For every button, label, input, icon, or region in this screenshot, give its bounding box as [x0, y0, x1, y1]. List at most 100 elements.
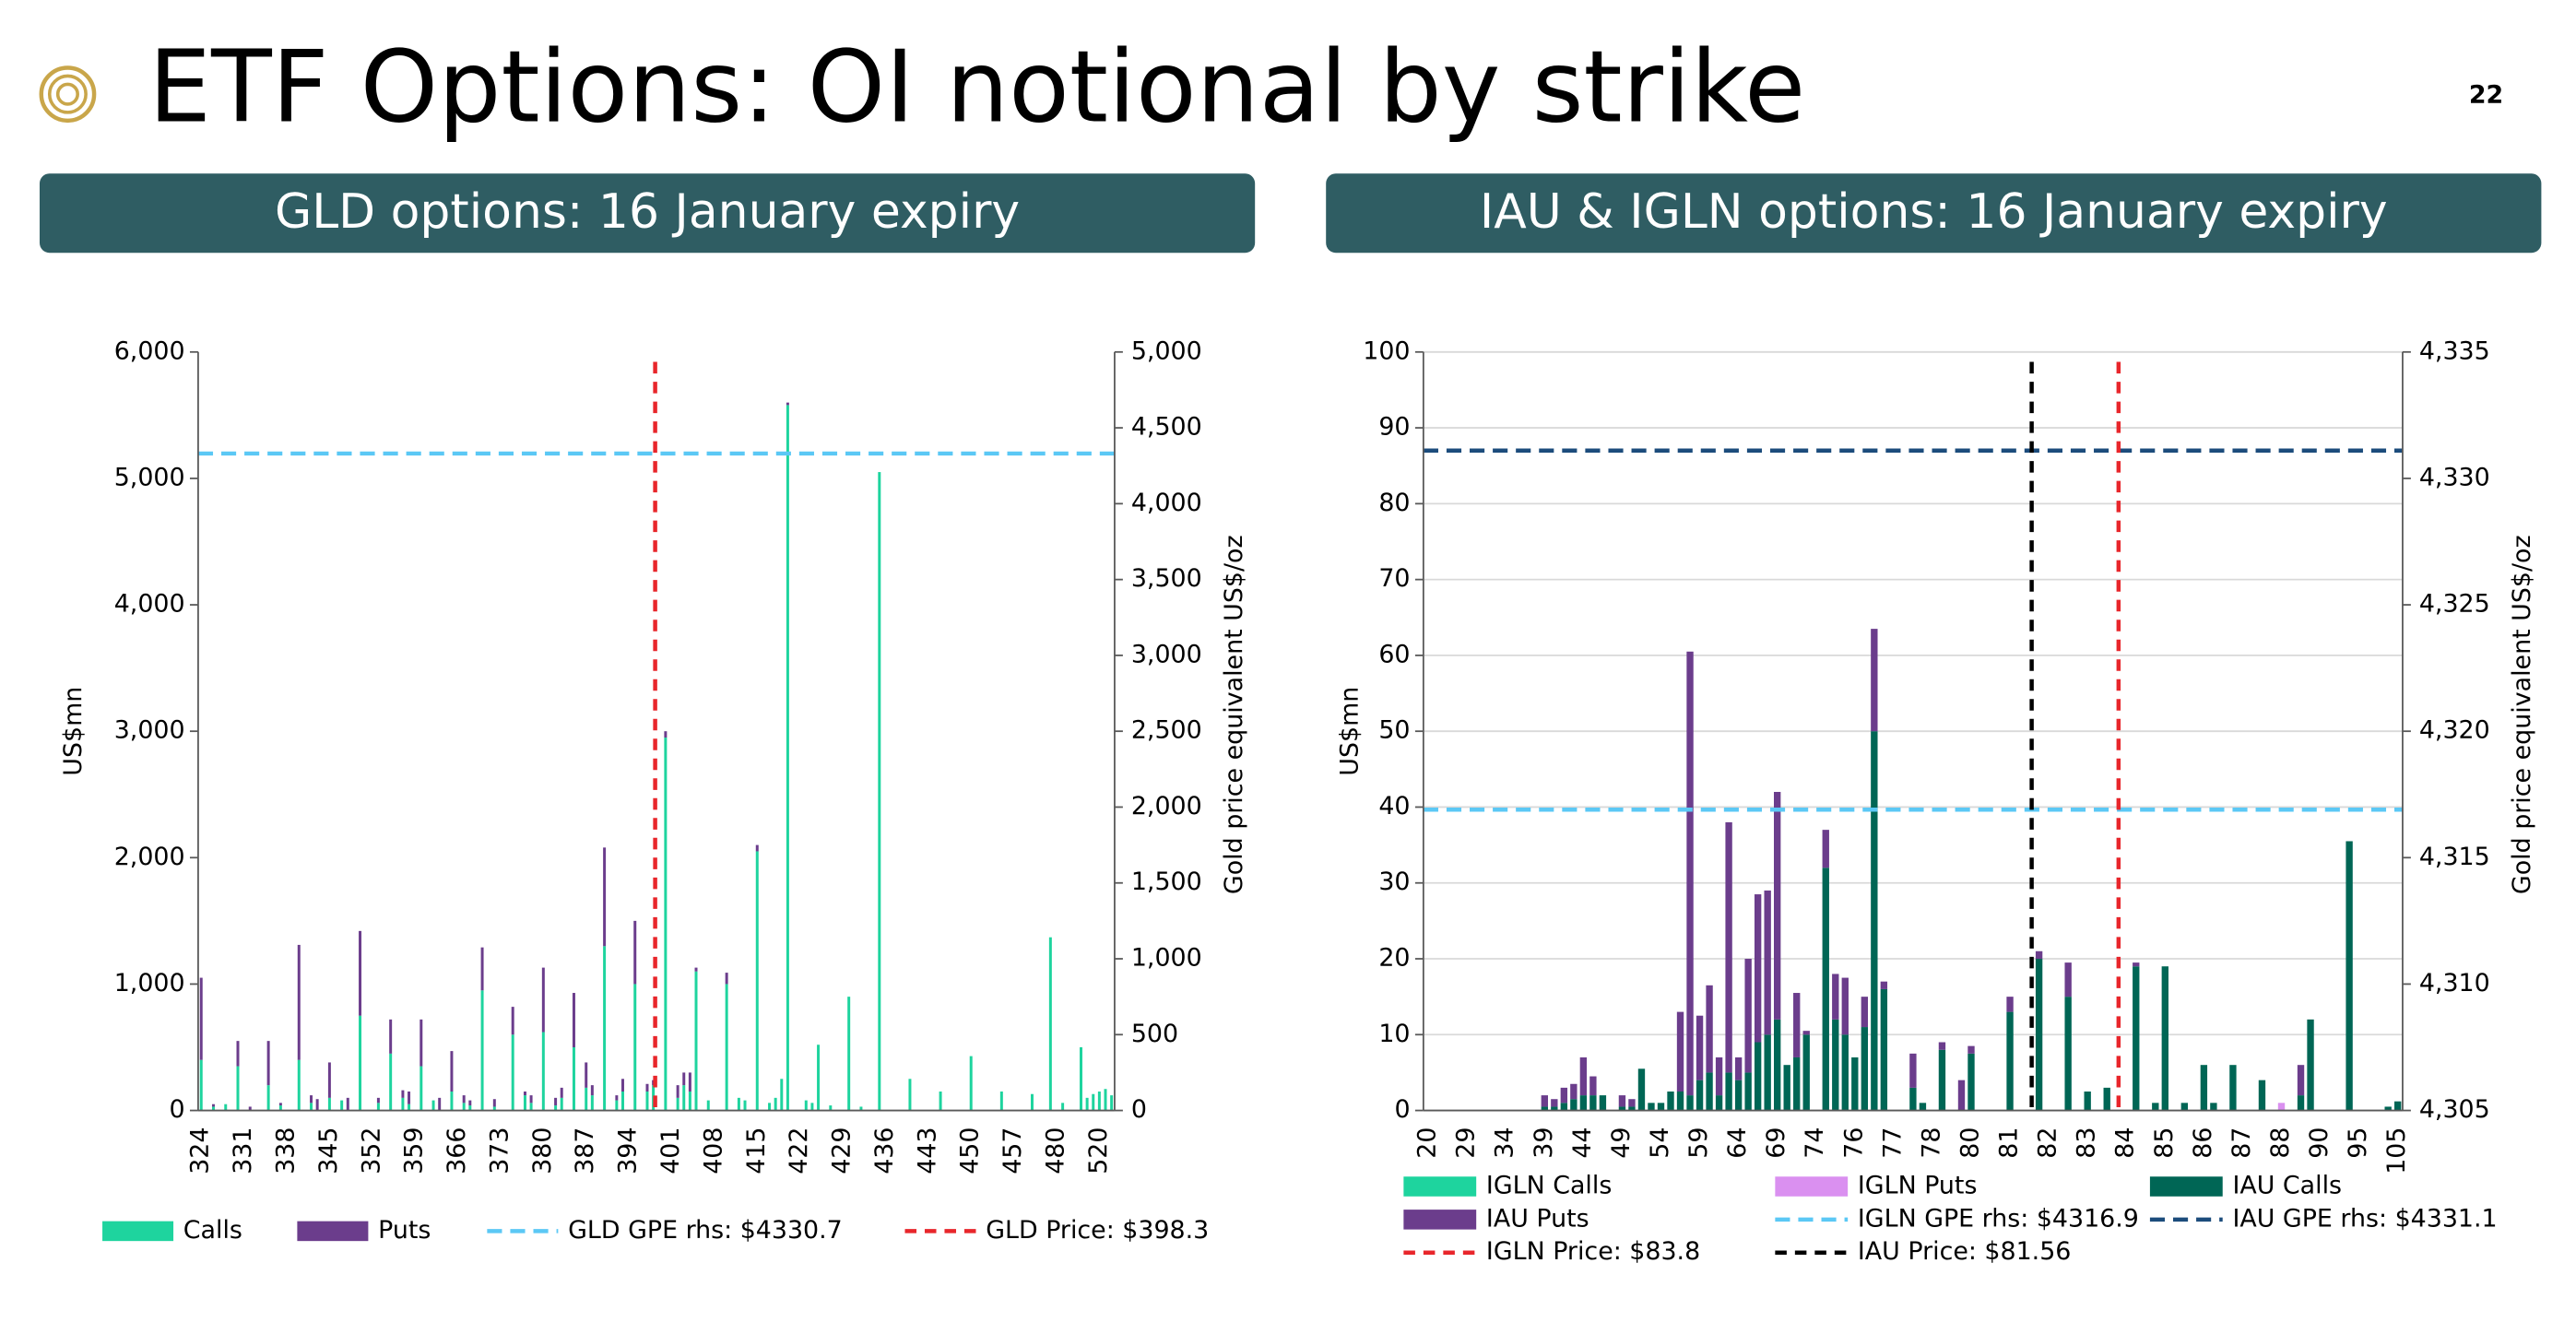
bar: [1725, 821, 1732, 1073]
bar: [450, 1091, 454, 1111]
x-tick-label: 90: [2305, 1127, 2334, 1158]
bar: [1734, 1080, 1743, 1111]
bar: [1851, 1056, 1859, 1111]
bar: [1541, 1095, 1548, 1107]
y-tick-label: 50: [1378, 716, 1410, 745]
bar: [1861, 1027, 1869, 1111]
bar: [1696, 1080, 1704, 1111]
bar: [2307, 1019, 2314, 1111]
bar: [2064, 997, 2072, 1111]
bar: [438, 1097, 442, 1111]
y2-tick-label: 0: [1131, 1095, 1147, 1124]
bar: [1774, 792, 1781, 1020]
legend-label: IGLN GPE rhs: $4316.9: [1858, 1204, 2139, 1233]
y-tick-label: 5,000: [114, 463, 185, 491]
bar: [969, 1056, 973, 1111]
legend-label: IGLN Price: $83.8: [1486, 1237, 1700, 1266]
x-tick-label: 84: [2111, 1127, 2140, 1158]
x-tick-label: 415: [742, 1127, 771, 1174]
bar: [645, 1083, 649, 1092]
bar: [511, 1007, 514, 1035]
bar: [1715, 1056, 1723, 1096]
bar: [1696, 1015, 1704, 1080]
x-tick-label: 480: [1041, 1127, 1069, 1174]
x-tick-label: 76: [1839, 1127, 1868, 1158]
bar: [585, 1062, 588, 1088]
x-tick-label: 87: [2227, 1127, 2256, 1158]
legend-swatch: [1403, 1210, 1477, 1230]
legend-label: IGLN Calls: [1486, 1172, 1612, 1200]
legend-label: GLD GPE rhs: $4330.7: [568, 1216, 843, 1245]
bar: [878, 472, 881, 1111]
y2-tick-label: 500: [1131, 1020, 1178, 1048]
bar: [2200, 1065, 2208, 1111]
bar: [572, 993, 575, 1047]
x-tick-label: 54: [1646, 1127, 1674, 1158]
y-tick-label: 80: [1378, 489, 1410, 517]
bar: [1802, 1034, 1810, 1111]
x-tick-label: 44: [1568, 1127, 1597, 1158]
bar: [376, 1097, 380, 1104]
bar: [768, 1103, 772, 1111]
bar: [1085, 1097, 1089, 1111]
bar: [939, 1091, 942, 1111]
bar: [620, 1079, 624, 1092]
x-tick-label: 74: [1801, 1127, 1829, 1158]
bar: [2297, 1065, 2305, 1096]
bar: [1754, 1042, 1762, 1111]
bar: [774, 1097, 777, 1111]
bar: [462, 1095, 466, 1104]
bar: [590, 1085, 594, 1096]
y2-tick-label: 4,320: [2419, 716, 2490, 745]
x-tick-label: 422: [785, 1127, 813, 1174]
bar: [1841, 977, 1849, 1035]
y2-tick-label: 5,000: [1131, 336, 1202, 365]
bar: [340, 1100, 344, 1111]
y2-tick-label: 2,500: [1131, 716, 1202, 745]
bar: [1618, 1095, 1626, 1107]
panel-title: GLD options: 16 January expiry: [275, 184, 1020, 240]
bar: [1551, 1106, 1558, 1111]
bar: [359, 1015, 362, 1111]
bar: [1061, 1103, 1065, 1111]
bar: [408, 1091, 411, 1104]
bar: [615, 1100, 619, 1111]
bar: [664, 738, 668, 1111]
bar: [603, 847, 607, 947]
y2-tick-label: 4,500: [1131, 413, 1202, 442]
bar: [1541, 1106, 1548, 1111]
bar: [389, 1053, 393, 1111]
x-tick-label: 81: [1995, 1127, 2024, 1158]
bar: [725, 984, 728, 1111]
bar: [676, 1085, 679, 1098]
y-tick-label: 30: [1378, 868, 1410, 896]
bar: [224, 1104, 228, 1111]
bar: [743, 1100, 747, 1111]
y2-tick-label: 1,500: [1131, 868, 1202, 896]
y2-tick-label: 4,000: [1131, 489, 1202, 517]
x-tick-label: 338: [272, 1127, 301, 1174]
x-tick-label: 105: [2382, 1127, 2411, 1174]
x-tick-label: 331: [229, 1127, 257, 1174]
bar: [389, 1019, 393, 1054]
bar: [199, 1059, 203, 1111]
x-tick-label: 39: [1530, 1127, 1558, 1158]
x-tick-label: 520: [1084, 1127, 1113, 1174]
y2-tick-label: 4,310: [2419, 969, 2490, 997]
bar: [1097, 1091, 1101, 1111]
bar: [1754, 894, 1762, 1043]
x-tick-label: 95: [2344, 1127, 2372, 1158]
bar: [786, 405, 789, 1111]
y-tick-label: 70: [1378, 564, 1410, 593]
bar: [450, 1051, 454, 1092]
bar: [1560, 1087, 1568, 1104]
bar: [603, 946, 607, 1111]
bar: [511, 1034, 514, 1111]
legend-label: IAU GPE rhs: $4331.1: [2232, 1204, 2497, 1233]
x-tick-label: 387: [571, 1127, 599, 1174]
bar: [1764, 890, 1771, 1035]
bar: [1560, 1103, 1568, 1111]
bar: [1919, 1103, 1927, 1111]
x-tick-label: 77: [1878, 1127, 1907, 1158]
